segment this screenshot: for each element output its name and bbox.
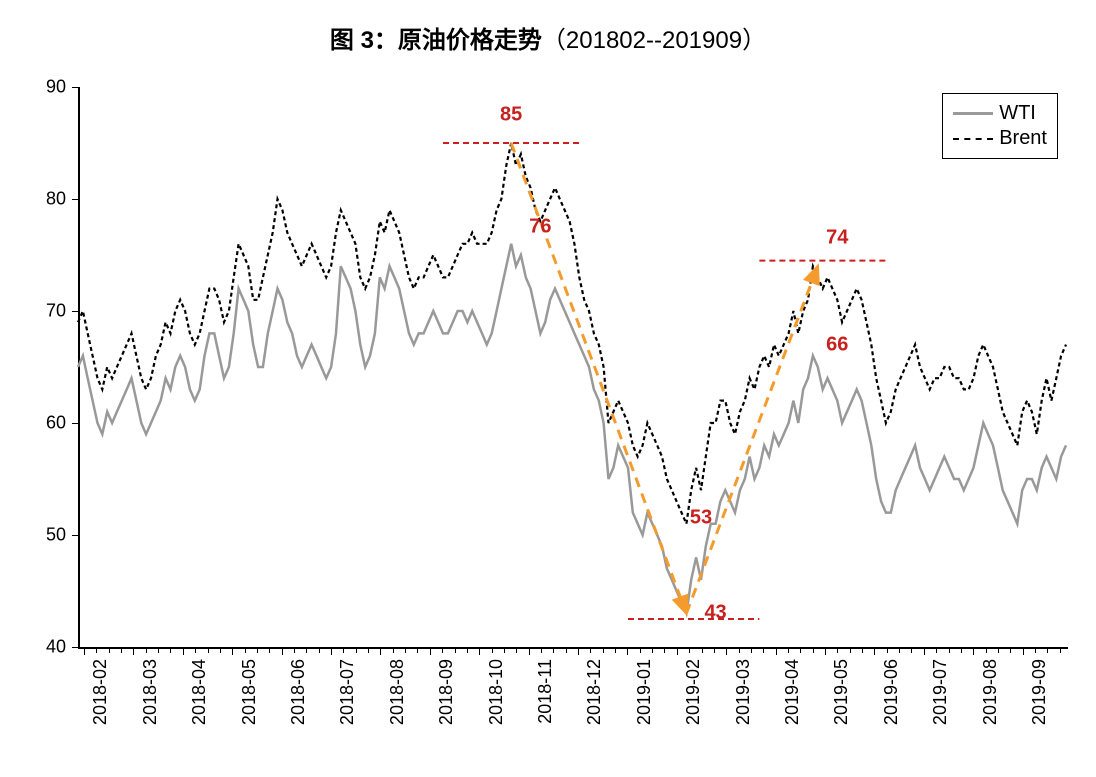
oil-price-chart: 4050607080902018-022018-032018-042018-05… — [20, 67, 1076, 757]
brent-line — [78, 143, 1066, 524]
price-annotation: 66 — [826, 333, 848, 356]
price-annotation: 53 — [690, 507, 712, 530]
chart-lines — [20, 67, 1076, 757]
price-annotation: 74 — [826, 227, 848, 250]
chart-title: 图 3：原油价格走势（201802--201909） — [20, 20, 1076, 55]
wti-line — [78, 244, 1066, 614]
legend-item: WTI — [953, 102, 1047, 125]
legend-label: WTI — [999, 102, 1036, 125]
chart-title-bold: 图 3：原油价格走势 — [330, 27, 542, 54]
chart-title-paren: （201802--201909） — [542, 27, 766, 54]
legend-swatch — [953, 112, 993, 115]
legend-label: Brent — [999, 127, 1047, 150]
legend-swatch — [953, 138, 993, 140]
price-annotation: 85 — [500, 104, 522, 127]
legend-item: Brent — [953, 127, 1047, 150]
price-annotation: 76 — [529, 216, 551, 239]
legend: WTIBrent — [942, 93, 1058, 159]
trend-arrow — [686, 266, 817, 613]
price-annotation: 43 — [704, 602, 726, 625]
trend-arrow — [511, 143, 686, 613]
